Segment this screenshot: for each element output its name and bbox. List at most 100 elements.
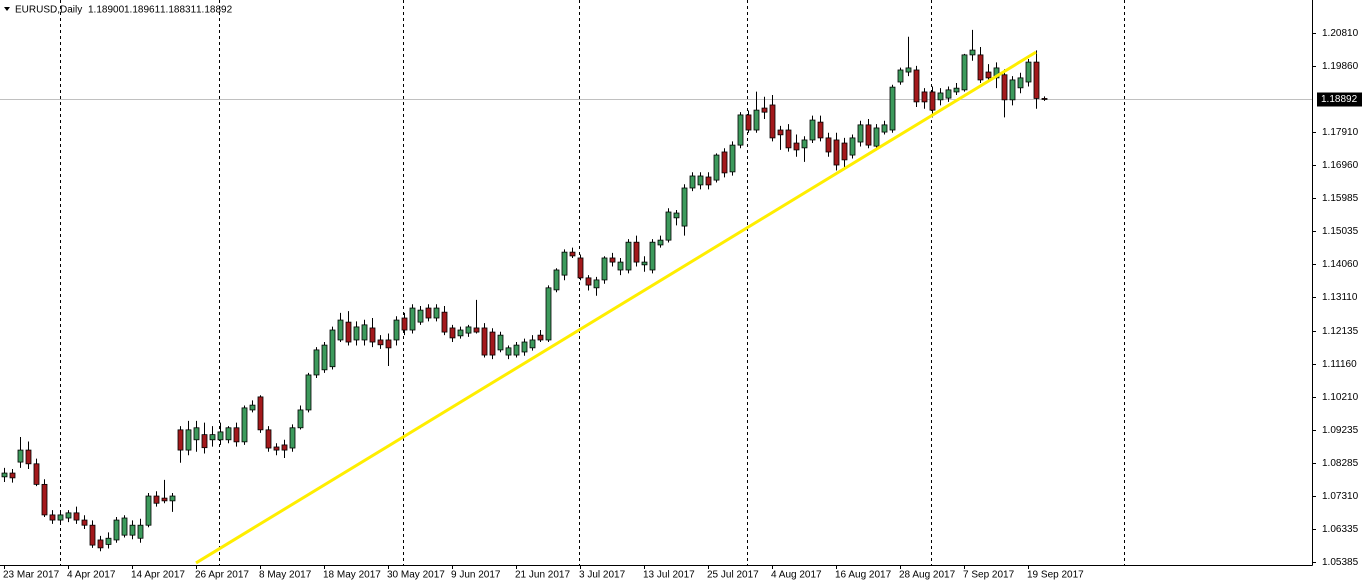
candle-body <box>193 427 200 441</box>
y-tick-label: 1.16960 <box>1322 160 1359 171</box>
candle-body <box>473 327 480 333</box>
trend-line <box>195 50 1037 565</box>
candle-body <box>97 539 104 549</box>
candle-body <box>737 114 744 146</box>
candle-body <box>57 514 64 521</box>
candle-body <box>113 519 120 541</box>
candle-body <box>769 104 776 139</box>
candle-body <box>641 261 648 266</box>
candle-body <box>505 347 512 356</box>
candle-body <box>761 107 768 113</box>
candle-body <box>857 124 864 143</box>
candle-body <box>625 241 632 271</box>
candle-body <box>369 327 376 343</box>
candle-body <box>345 321 352 343</box>
x-tick-label: 8 May 2017 <box>259 570 312 581</box>
candle-body <box>49 514 56 521</box>
candle-body <box>393 319 400 341</box>
candle-body <box>305 374 312 411</box>
candle-body <box>449 327 456 339</box>
candle-body <box>705 176 712 186</box>
candle-body <box>145 495 152 526</box>
candle-body <box>329 329 336 368</box>
candle-body <box>537 334 544 341</box>
candle-body <box>281 444 288 451</box>
header-low: 1.18831 <box>160 5 197 16</box>
candle-body <box>161 497 168 502</box>
candle-body <box>1001 74 1008 101</box>
candle-body <box>1033 61 1040 99</box>
candle-body <box>81 519 88 526</box>
candle-body <box>257 396 264 431</box>
y-tick-label: 1.06335 <box>1322 524 1359 535</box>
candle-body <box>41 483 48 516</box>
y-tick-label: 1.11160 <box>1322 359 1357 370</box>
candle-body <box>793 142 800 151</box>
candle-body <box>521 341 528 353</box>
x-tick-label: 14 Apr 2017 <box>131 570 185 581</box>
candle-body <box>241 407 248 443</box>
candle-body <box>217 431 224 441</box>
candle-body <box>201 434 208 449</box>
candle-body <box>169 495 176 502</box>
candle-body <box>513 344 520 356</box>
candle-body <box>153 495 160 504</box>
y-tick-label: 1.10210 <box>1322 392 1359 403</box>
candle-body <box>553 269 560 291</box>
candle-body <box>569 251 576 257</box>
y-tick-label: 1.15985 <box>1322 193 1359 204</box>
candle-body <box>17 449 24 463</box>
candle-body <box>929 91 936 111</box>
candle-body <box>825 137 832 153</box>
candle-body <box>249 404 256 411</box>
y-tick-label: 1.07310 <box>1322 491 1359 502</box>
y-tick-label: 1.17910 <box>1322 127 1359 138</box>
header-arrow <box>4 7 10 11</box>
candle-body <box>401 317 408 331</box>
candle-body <box>129 524 136 536</box>
candle-body <box>753 109 760 131</box>
candle-body <box>745 114 752 131</box>
candle-body <box>265 429 272 449</box>
candle-body <box>969 49 976 56</box>
candle-body <box>425 307 432 319</box>
y-tick-label: 1.20810 <box>1322 28 1359 39</box>
candle-body <box>873 127 880 147</box>
candle-body <box>689 175 696 189</box>
candle-body <box>457 329 464 337</box>
y-tick-label: 1.12135 <box>1322 326 1359 337</box>
candle-body <box>633 241 640 263</box>
x-tick-label: 25 Jul 2017 <box>707 570 759 581</box>
candle-body <box>1009 79 1016 101</box>
candle-body <box>9 472 16 479</box>
candle-body <box>353 326 360 341</box>
x-tick-label: 18 May 2017 <box>323 570 381 581</box>
candle-body <box>977 54 984 81</box>
price-label: 1.18892 <box>1321 94 1358 105</box>
candle-body <box>697 175 704 186</box>
candle-body <box>89 524 96 546</box>
x-tick-label: 4 Aug 2017 <box>771 570 822 581</box>
candle-body <box>465 326 472 334</box>
y-tick-label: 1.08285 <box>1322 458 1359 469</box>
header-open: 1.18900 <box>88 5 125 16</box>
candle-body <box>801 139 808 149</box>
candle-body <box>849 137 856 156</box>
y-tick-label: 1.19860 <box>1322 61 1359 72</box>
candle-body <box>409 307 416 331</box>
candle-body <box>809 119 816 141</box>
candle-body <box>817 121 824 139</box>
candle-body <box>713 154 720 181</box>
candle-body <box>497 334 504 351</box>
candle-body <box>777 129 784 136</box>
candle-body <box>657 239 664 246</box>
candle-body <box>585 277 592 286</box>
candle-body <box>361 324 368 341</box>
candle-body <box>385 339 392 349</box>
price-label-box <box>1317 92 1362 107</box>
candle-body <box>985 71 992 79</box>
candle-body <box>73 512 80 521</box>
candle-body <box>433 307 440 319</box>
